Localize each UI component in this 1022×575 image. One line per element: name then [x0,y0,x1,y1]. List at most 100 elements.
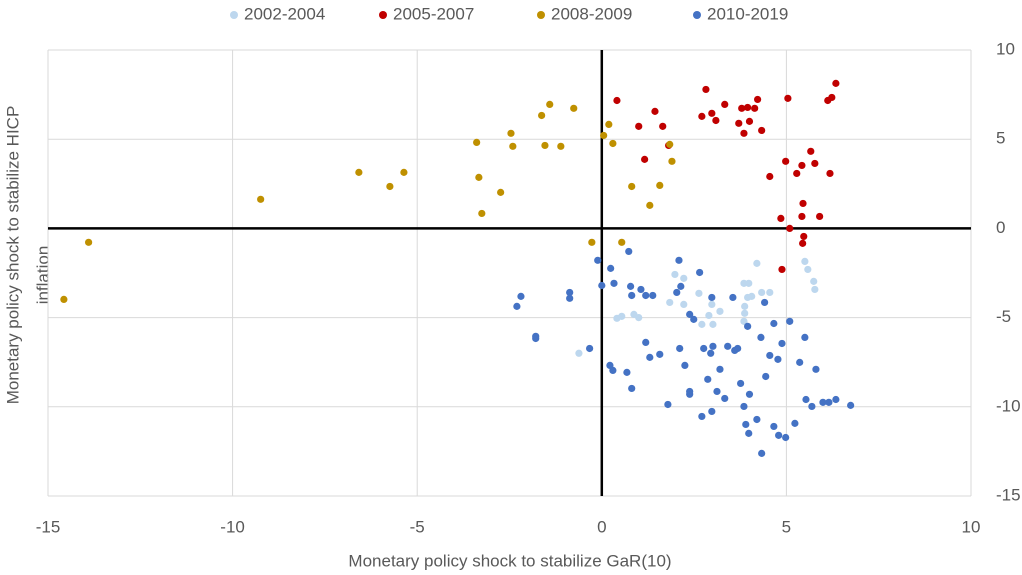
point [793,169,801,178]
point [677,282,685,290]
point [757,333,765,342]
point [745,429,753,437]
y-tick-label: -15 [996,485,1021,504]
point [798,161,806,170]
point [782,433,790,442]
point [628,384,636,393]
point [801,333,809,342]
point [748,292,756,300]
point [758,449,766,457]
point [729,293,737,302]
point [832,79,840,87]
point [802,395,810,404]
point [600,131,608,140]
point [816,212,824,221]
point [808,402,816,411]
point [698,412,706,421]
legend-label: 2002-2004 [244,4,325,23]
point [791,419,799,427]
point [637,285,645,294]
point [744,103,752,112]
point [758,126,766,135]
point [847,401,855,409]
legend-marker [379,11,387,19]
point [646,353,654,361]
point [628,182,636,191]
point [642,338,650,346]
point [811,285,819,294]
point [811,159,819,168]
point [649,291,657,300]
point [799,239,807,247]
point [698,320,706,328]
point [810,277,818,285]
point [798,212,806,221]
point [618,312,626,320]
point [721,100,729,109]
point [735,119,743,127]
legend-label: 2010-2019 [707,4,788,23]
point [832,395,840,404]
point [642,291,650,300]
point [784,94,792,102]
point [517,292,525,300]
point [745,390,754,398]
point [708,109,716,117]
point [664,400,672,409]
x-tick-label: -15 [36,517,61,536]
legend-label: 2008-2009 [551,4,632,23]
y-axis-label: inflation [33,246,52,305]
point [741,309,749,317]
point [673,288,681,297]
y-axis-label: Monetary policy shock to stabilize HICP [3,106,22,405]
point [609,139,617,148]
point [566,294,574,302]
point [707,349,715,357]
point [799,199,807,208]
point [774,355,782,363]
point [778,339,786,348]
point [742,420,750,429]
point [355,168,363,176]
point [708,407,716,416]
point [695,289,703,297]
point [668,157,676,165]
point [671,270,679,279]
point [666,298,674,307]
point [509,142,517,150]
y-tick-label: 10 [996,39,1015,58]
point [708,293,716,302]
point [478,209,486,218]
point [744,322,752,330]
point [753,259,761,267]
point [796,358,804,366]
point [257,195,265,203]
point [745,279,753,287]
point [740,129,748,137]
x-tick-label: 5 [782,517,791,536]
point [473,138,481,147]
legend-label: 2005-2007 [393,4,474,23]
y-tick-label: -10 [996,396,1021,415]
point [656,350,664,358]
x-tick-label: -5 [410,517,425,536]
point [713,387,721,396]
point [613,96,621,105]
point [745,117,754,125]
point [801,257,809,266]
point [753,415,761,424]
point [712,116,720,125]
point [826,169,834,178]
point [740,317,748,325]
point [680,274,688,282]
point [646,201,654,209]
point [740,402,748,411]
point [676,344,684,353]
point [607,264,615,272]
point [610,279,618,287]
point [566,288,574,297]
point [400,168,408,176]
point [628,291,636,300]
point [766,288,774,297]
point [686,310,694,318]
